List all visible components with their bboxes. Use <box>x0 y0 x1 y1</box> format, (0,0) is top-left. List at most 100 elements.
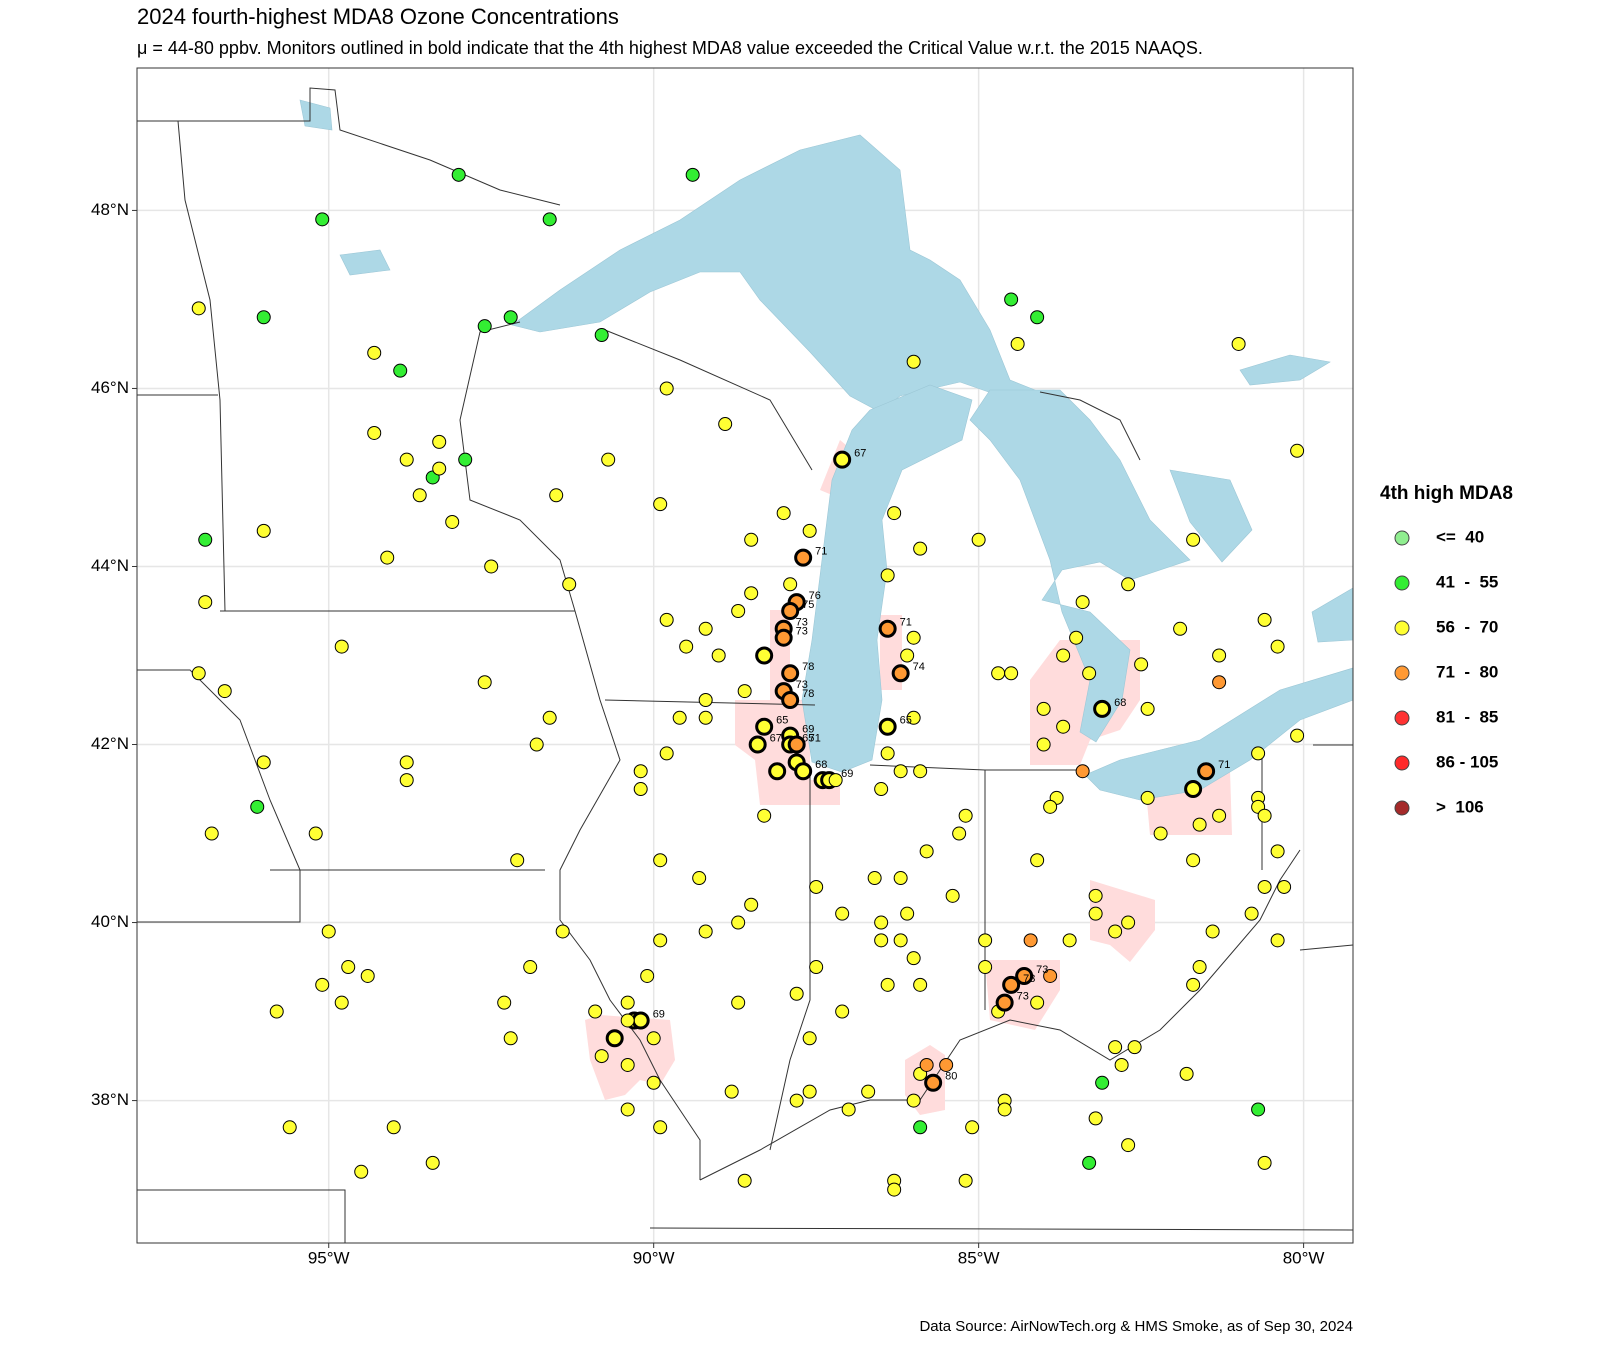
legend-swatch <box>1394 575 1410 591</box>
monitor <box>1088 906 1103 921</box>
x-tick-label: 90°W <box>633 1248 675 1267</box>
monitor <box>1043 799 1058 814</box>
monitor <box>1075 764 1090 779</box>
monitor <box>1290 443 1305 458</box>
monitor-exceed <box>1015 966 1034 985</box>
monitor-exceed <box>878 619 897 638</box>
legend-swatch <box>1394 755 1410 771</box>
monitor <box>1121 1138 1136 1153</box>
monitor <box>900 906 915 921</box>
monitor <box>367 345 382 360</box>
monitor <box>945 888 960 903</box>
monitor <box>1212 675 1227 690</box>
legend-label: 86 - 105 <box>1436 752 1498 771</box>
monitor-exceed <box>755 646 774 665</box>
y-tick-label: 44°N <box>91 556 129 575</box>
monitor <box>1186 853 1201 868</box>
monitor <box>809 879 824 894</box>
monitor <box>1030 853 1045 868</box>
monitor <box>354 1164 369 1179</box>
monitor <box>555 924 570 939</box>
borders <box>137 87 1353 1243</box>
monitor <box>542 710 557 725</box>
monitor <box>198 532 213 547</box>
monitor <box>789 1093 804 1108</box>
chart-subtitle: μ = 44-80 ppbv. Monitors outlined in bol… <box>137 38 1203 58</box>
monitor <box>204 826 219 841</box>
monitor-exceed <box>781 664 800 683</box>
monitor <box>880 746 895 761</box>
lake-erie <box>1084 667 1353 801</box>
monitor <box>646 1031 661 1046</box>
monitor <box>640 968 655 983</box>
monitor <box>939 1057 954 1072</box>
monitor <box>503 310 518 325</box>
monitor-label: 80 <box>945 1071 957 1083</box>
monitor <box>542 212 557 227</box>
monitor <box>1043 968 1058 983</box>
monitor <box>919 1057 934 1072</box>
monitor <box>731 603 746 618</box>
legend-swatch <box>1394 665 1410 681</box>
monitor-label: 68 <box>1114 697 1126 709</box>
legend-label: 81 - 85 <box>1436 707 1498 726</box>
monitor <box>399 755 414 770</box>
monitor <box>835 906 850 921</box>
monitor <box>1270 844 1285 859</box>
border <box>137 87 561 206</box>
monitor <box>1257 1155 1272 1170</box>
monitor-exceed <box>878 717 897 736</box>
monitor <box>1205 924 1220 939</box>
monitor <box>523 960 538 975</box>
monitor <box>724 1084 739 1099</box>
y-tick-label: 40°N <box>91 912 129 931</box>
monitor <box>1030 310 1045 325</box>
monitor <box>1192 960 1207 975</box>
monitor <box>1088 888 1103 903</box>
monitor <box>737 684 752 699</box>
border <box>137 1189 346 1243</box>
monitor <box>887 1182 902 1197</box>
legend-swatch <box>1394 710 1410 726</box>
monitor <box>321 924 336 939</box>
monitor-exceed <box>631 1011 650 1030</box>
monitor <box>529 737 544 752</box>
monitor <box>1179 1066 1194 1081</box>
monitor <box>1192 817 1207 832</box>
monitor-exceed <box>605 1029 624 1048</box>
monitor <box>191 301 206 316</box>
y-tick-label: 48°N <box>91 200 129 219</box>
monitor-label: 75 <box>802 599 814 611</box>
monitor <box>913 1120 928 1135</box>
x-tick-label: 85°W <box>958 1248 1000 1267</box>
monitor <box>828 773 843 788</box>
monitor-label: 65 <box>900 715 912 727</box>
monitor <box>497 995 512 1010</box>
monitor-exceed <box>787 735 806 754</box>
monitor <box>1212 808 1227 823</box>
monitor <box>198 595 213 610</box>
monitor-label: 71 <box>900 617 912 629</box>
monitor <box>393 363 408 378</box>
monitor <box>1082 1155 1097 1170</box>
legend-swatch <box>1394 800 1410 816</box>
monitor <box>698 924 713 939</box>
monitor <box>789 986 804 1001</box>
monitor <box>367 425 382 440</box>
monitor <box>594 328 609 343</box>
monitor-label: 65 <box>776 715 788 727</box>
monitor <box>978 933 993 948</box>
monitor <box>893 764 908 779</box>
border <box>459 321 576 612</box>
x-tick-label: 80°W <box>1283 1248 1325 1267</box>
monitor <box>958 808 973 823</box>
monitor <box>776 506 791 521</box>
monitor-exceed <box>1093 699 1112 718</box>
monitor <box>432 461 447 476</box>
monitor <box>601 452 616 467</box>
monitor <box>1134 657 1149 672</box>
monitor-exceed <box>781 601 800 620</box>
monitor <box>386 1120 401 1135</box>
monitor <box>952 826 967 841</box>
monitor <box>900 648 915 663</box>
